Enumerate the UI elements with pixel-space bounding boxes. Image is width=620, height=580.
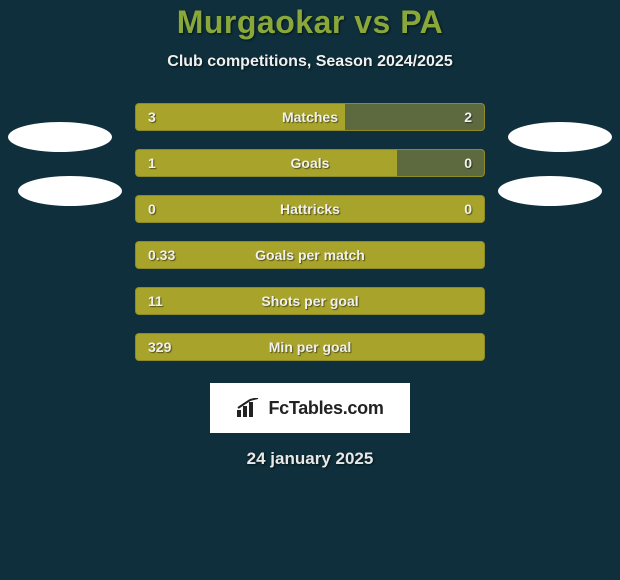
player1-avatar-1	[8, 122, 112, 152]
player2-avatar-2	[498, 176, 602, 206]
stat-left-value: 329	[148, 339, 171, 355]
stats-container: 3 Matches 2 1 Goals 0 0 Hattricks 0 0.33…	[135, 103, 485, 361]
logo-text: FcTables.com	[268, 398, 383, 419]
date-text: 24 january 2025	[0, 449, 620, 469]
fctables-logo-icon	[236, 398, 262, 418]
stat-left-segment	[136, 150, 397, 176]
stat-row: 0.33 Goals per match	[135, 241, 485, 269]
player1-avatar-2	[18, 176, 122, 206]
stat-left-value: 0	[148, 201, 156, 217]
stat-row: 11 Shots per goal	[135, 287, 485, 315]
stat-right-value: 2	[464, 109, 472, 125]
stat-label: Goals	[291, 155, 330, 171]
stat-row: 1 Goals 0	[135, 149, 485, 177]
subtitle: Club competitions, Season 2024/2025	[0, 53, 620, 71]
stat-label: Matches	[282, 109, 338, 125]
comparison-card: Murgaokar vs PA Club competitions, Seaso…	[0, 0, 620, 580]
stat-left-value: 11	[148, 293, 163, 309]
stat-left-value: 3	[148, 109, 156, 125]
stat-row: 0 Hattricks 0	[135, 195, 485, 223]
stat-row: 329 Min per goal	[135, 333, 485, 361]
stat-label: Hattricks	[280, 201, 340, 217]
stat-row: 3 Matches 2	[135, 103, 485, 131]
stat-right-value: 0	[464, 201, 472, 217]
logo-box: FcTables.com	[210, 383, 410, 433]
stat-label: Shots per goal	[261, 293, 358, 309]
stat-right-value: 0	[464, 155, 472, 171]
page-title: Murgaokar vs PA	[0, 4, 620, 41]
player2-avatar-1	[508, 122, 612, 152]
stat-label: Goals per match	[255, 247, 365, 263]
stat-label: Min per goal	[269, 339, 351, 355]
stat-left-value: 0.33	[148, 247, 175, 263]
stat-right-segment	[345, 104, 484, 130]
stat-left-value: 1	[148, 155, 156, 171]
